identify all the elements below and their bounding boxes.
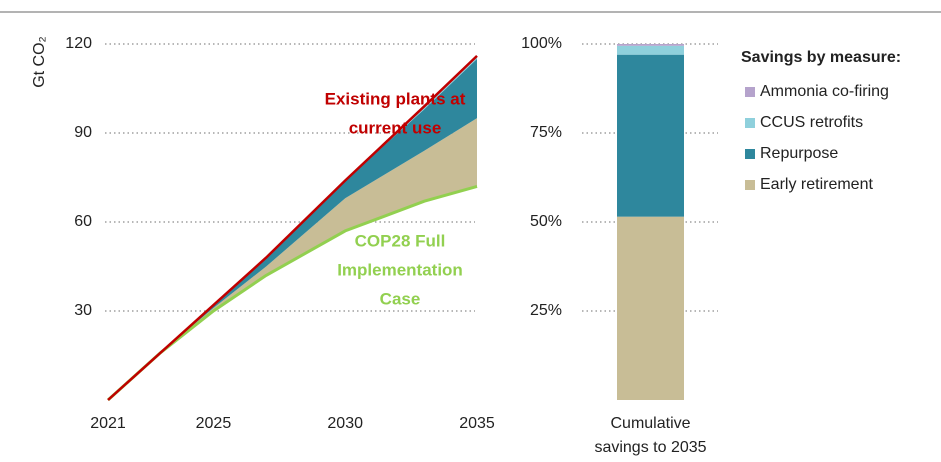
line-annotation: Implementation [337, 260, 463, 279]
bar-segment [617, 216, 684, 400]
y-tick-label: 100% [521, 35, 562, 52]
legend-label: Repurpose [760, 145, 838, 162]
x-tick-label: savings to 2035 [594, 439, 706, 456]
x-tick-label: 2035 [459, 415, 495, 432]
y-tick-label: 120 [65, 35, 92, 52]
bar-segment [617, 45, 684, 55]
legend-label: CCUS retrofits [760, 114, 863, 131]
line-annotation: COP28 Full [355, 231, 446, 250]
bar-segment [617, 54, 684, 217]
y-tick-label: 75% [530, 124, 562, 141]
line-annotation: current use [349, 118, 442, 137]
legend-swatch [745, 87, 755, 97]
y-axis-label: Gt CO₂ [31, 36, 48, 88]
legend-swatch [745, 180, 755, 190]
x-tick-label: 2025 [196, 415, 232, 432]
line [107, 54, 478, 401]
bar-segment [617, 44, 684, 46]
legend-swatch [745, 149, 755, 159]
legend-label: Early retirement [760, 176, 873, 193]
line-annotation: Case [380, 289, 421, 308]
y-tick-label: 90 [74, 124, 92, 141]
line [106, 184, 478, 402]
legend-label: Ammonia co-firing [760, 83, 889, 100]
y-tick-label: 25% [530, 302, 562, 319]
y-tick-label: 30 [74, 302, 92, 319]
y-tick-label: 60 [74, 213, 92, 230]
legend-title: Savings by measure: [741, 49, 901, 66]
y-tick-label: 50% [530, 213, 562, 230]
x-tick-label: 2030 [327, 415, 363, 432]
x-tick-label: 2021 [90, 415, 126, 432]
legend-swatch [745, 118, 755, 128]
x-tick-label: Cumulative [610, 415, 690, 432]
line-annotation: Existing plants at [325, 89, 466, 108]
